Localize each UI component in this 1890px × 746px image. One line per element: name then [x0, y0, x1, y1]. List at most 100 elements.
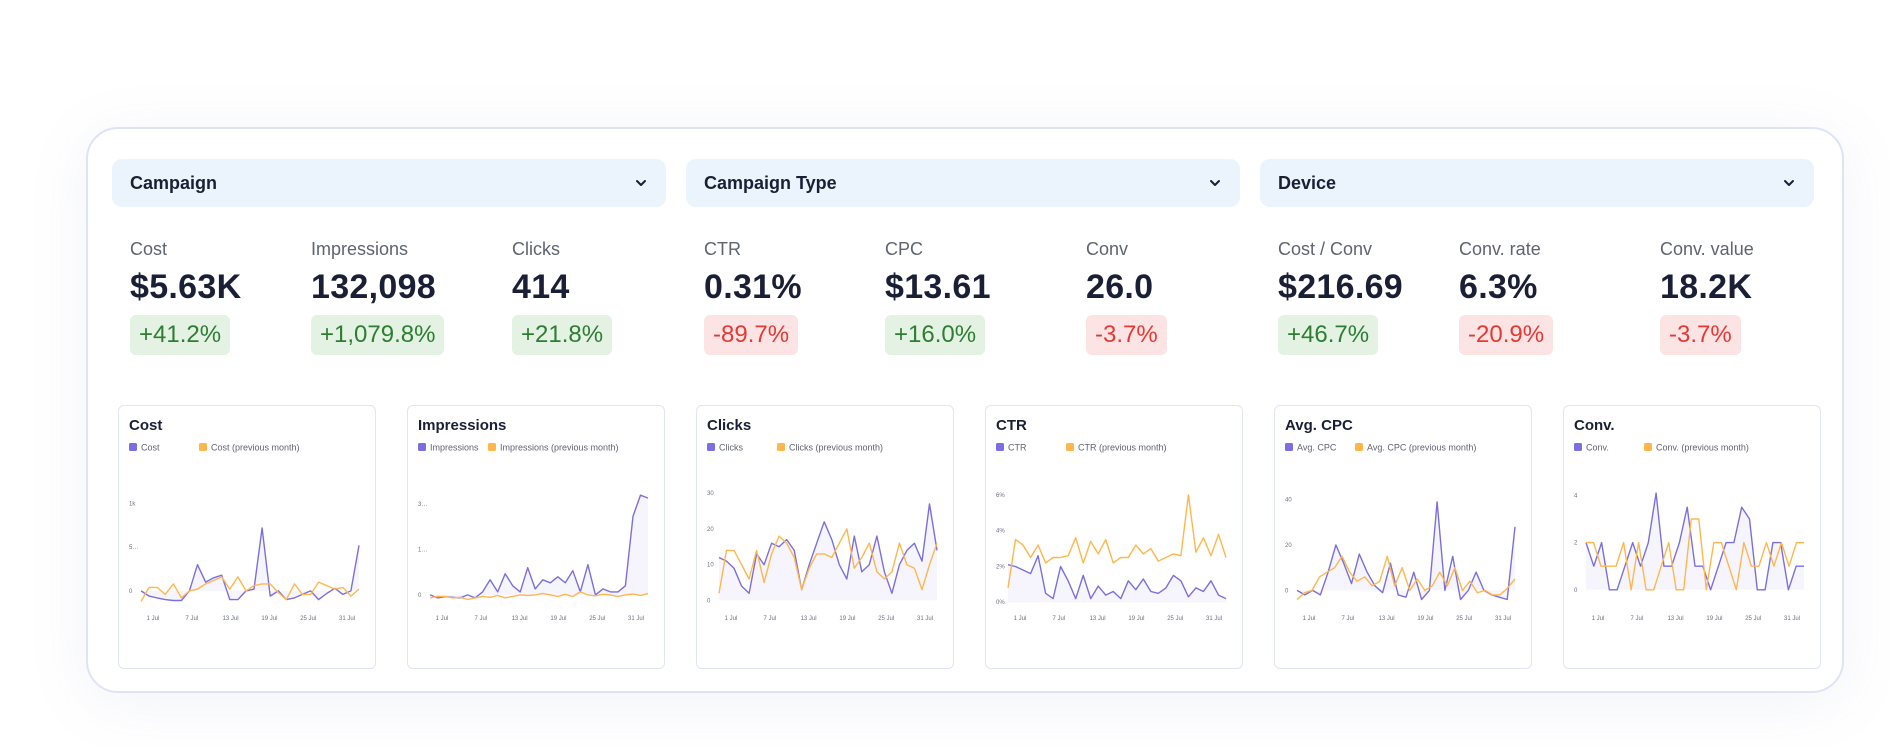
y-tick-label: 0	[418, 593, 422, 599]
cost-line-chart: Cost Cost Cost (previous month) 1k 5… 0 1 Jul 7…	[129, 417, 360, 622]
campaign-type-filter-dropdown[interactable]: Campaign Type	[686, 159, 1240, 207]
legend-swatch	[777, 443, 785, 451]
campaign-filter-dropdown[interactable]: Campaign	[112, 159, 666, 207]
chart-card-impressions: Impressions Impressions Impressions (previ…	[407, 405, 665, 669]
chart-card-avg-cpc: Avg. CPC Avg. CPC Avg. CPC (previous month…	[1274, 405, 1532, 669]
y-tick-label: 0	[707, 598, 711, 604]
kpi-clicks: Clicks 414 +21.8%	[512, 239, 613, 355]
x-tick-label: 1 Jul	[1592, 616, 1605, 622]
kpi-value: $13.61	[885, 268, 991, 306]
kpi-value: $5.63K	[130, 268, 242, 306]
kpi-label: Conv	[1086, 239, 1129, 259]
kpi-cost: Cost $5.63K +41.2%	[130, 239, 241, 355]
x-tick-label: 19 Jul	[1417, 616, 1433, 622]
kpi-delta-badge: +1,079.8%	[311, 315, 445, 355]
y-tick-label: 6%	[996, 493, 1005, 499]
legend-label: Conv.	[1586, 443, 1609, 453]
y-tick-label: 40	[1285, 498, 1292, 504]
campaign-type-filter-label: Campaign Type	[704, 172, 837, 193]
kpi-label: Clicks	[512, 239, 560, 259]
series-line-current	[1585, 492, 1804, 591]
y-tick-label: 0	[129, 589, 133, 595]
kpi-impressions: Impressions 132,098 +1,079.8%	[311, 239, 445, 355]
chart-title: Cost	[129, 417, 162, 434]
chart-card-cost: Cost Cost Cost (previous month) 1k 5… 0 1 Jul 7…	[118, 405, 376, 669]
kpi-delta-badge: -3.7%	[1660, 315, 1741, 355]
chevron-down-icon	[1784, 180, 1794, 186]
y-tick-label: 3…	[418, 502, 427, 508]
x-tick-label: 25 Jul	[1167, 616, 1183, 622]
series-line-previous	[1586, 518, 1804, 591]
x-tick-label: 13 Jul	[512, 616, 528, 622]
kpi-label: Conv. rate	[1459, 239, 1541, 259]
y-tick-label: 30	[707, 491, 714, 497]
campaign-filter-label: Campaign	[130, 172, 218, 193]
kpi-delta-badge: +41.2%	[130, 315, 231, 355]
x-tick-label: 25 Jul	[1745, 616, 1761, 622]
y-tick-label: 0%	[996, 600, 1005, 606]
x-tick-label: 1 Jul	[1014, 616, 1027, 622]
device-filter-label: Device	[1278, 172, 1337, 193]
x-tick-label: 1 Jul	[1303, 616, 1316, 622]
y-tick-label: 1…	[418, 548, 427, 554]
device-filter-dropdown[interactable]: Device	[1260, 159, 1814, 207]
series-area	[1008, 555, 1226, 603]
legend-label: CTR	[1008, 443, 1027, 453]
legend-swatch	[1355, 443, 1363, 451]
y-tick-label: 0	[1285, 588, 1289, 594]
x-tick-label: 13 Jul	[801, 616, 817, 622]
x-tick-label: 31 Jul	[628, 616, 644, 622]
legend-swatch	[1644, 443, 1652, 451]
x-tick-label: 7 Jul	[763, 616, 776, 622]
series-area	[1586, 493, 1804, 590]
legend-swatch	[1574, 443, 1582, 451]
y-tick-label: 2%	[996, 564, 1005, 570]
x-tick-label: 31 Jul	[1206, 616, 1222, 622]
series-line-current	[1007, 554, 1227, 600]
series-line-current	[718, 503, 938, 595]
y-tick-label: 10	[707, 563, 714, 569]
x-tick-label: 19 Jul	[550, 616, 566, 622]
x-tick-label: 1 Jul	[725, 616, 738, 622]
chart-title: Clicks	[707, 417, 751, 434]
y-tick-label: 1k	[129, 501, 136, 507]
series-line-previous	[718, 528, 938, 594]
series-line-previous	[1007, 494, 1227, 589]
kpi-label: Cost	[130, 239, 168, 259]
legend-label: Avg. CPC (previous month)	[1367, 443, 1476, 453]
x-tick-label: 19 Jul	[1706, 616, 1722, 622]
x-tick-label: 31 Jul	[917, 616, 933, 622]
chart-title: CTR	[996, 417, 1027, 434]
kpi-value: $216.69	[1278, 268, 1404, 306]
legend-swatch	[488, 443, 496, 451]
series-line-previous	[429, 591, 649, 601]
kpi-value: 0.31%	[704, 268, 802, 306]
x-tick-label: 19 Jul	[261, 616, 277, 622]
series-line-previous	[140, 576, 360, 602]
x-tick-label: 31 Jul	[339, 616, 355, 622]
x-tick-label: 13 Jul	[223, 616, 239, 622]
chart-title: Impressions	[418, 417, 506, 434]
kpi-value: 26.0	[1086, 268, 1154, 306]
legend-label: Impressions	[430, 443, 479, 453]
x-tick-label: 7 Jul	[185, 616, 198, 622]
x-tick-label: 7 Jul	[1341, 616, 1354, 622]
y-tick-label: 4	[1574, 493, 1578, 499]
chart-card-conv: Conv. Conv. Conv. (previous month) 4 2 0 1 Jul…	[1563, 405, 1821, 669]
legend-label: Impressions (previous month)	[500, 443, 619, 453]
kpi-ctr: CTR 0.31% -89.7%	[704, 239, 802, 355]
kpi-conv-value: Conv. value 18.2K -3.7%	[1660, 239, 1754, 355]
legend-label: Cost (previous month)	[211, 443, 300, 453]
kpi-cost-per-conv: Cost / Conv $216.69 +46.7%	[1278, 239, 1403, 355]
chart-title: Conv.	[1574, 417, 1615, 434]
series-line-current	[140, 527, 360, 602]
x-tick-label: 1 Jul	[147, 616, 160, 622]
legend-swatch	[129, 443, 137, 451]
chart-card-ctr: CTR CTR CTR (previous month) 6% 4% 2% 0% 1 Jul 7…	[985, 405, 1243, 669]
legend-swatch	[996, 443, 1004, 451]
y-tick-label: 20	[707, 527, 714, 533]
x-tick-label: 13 Jul	[1668, 616, 1684, 622]
y-tick-label: 5…	[129, 545, 138, 551]
chart-title: Avg. CPC	[1285, 417, 1353, 434]
kpi-delta-badge: -89.7%	[704, 315, 799, 355]
